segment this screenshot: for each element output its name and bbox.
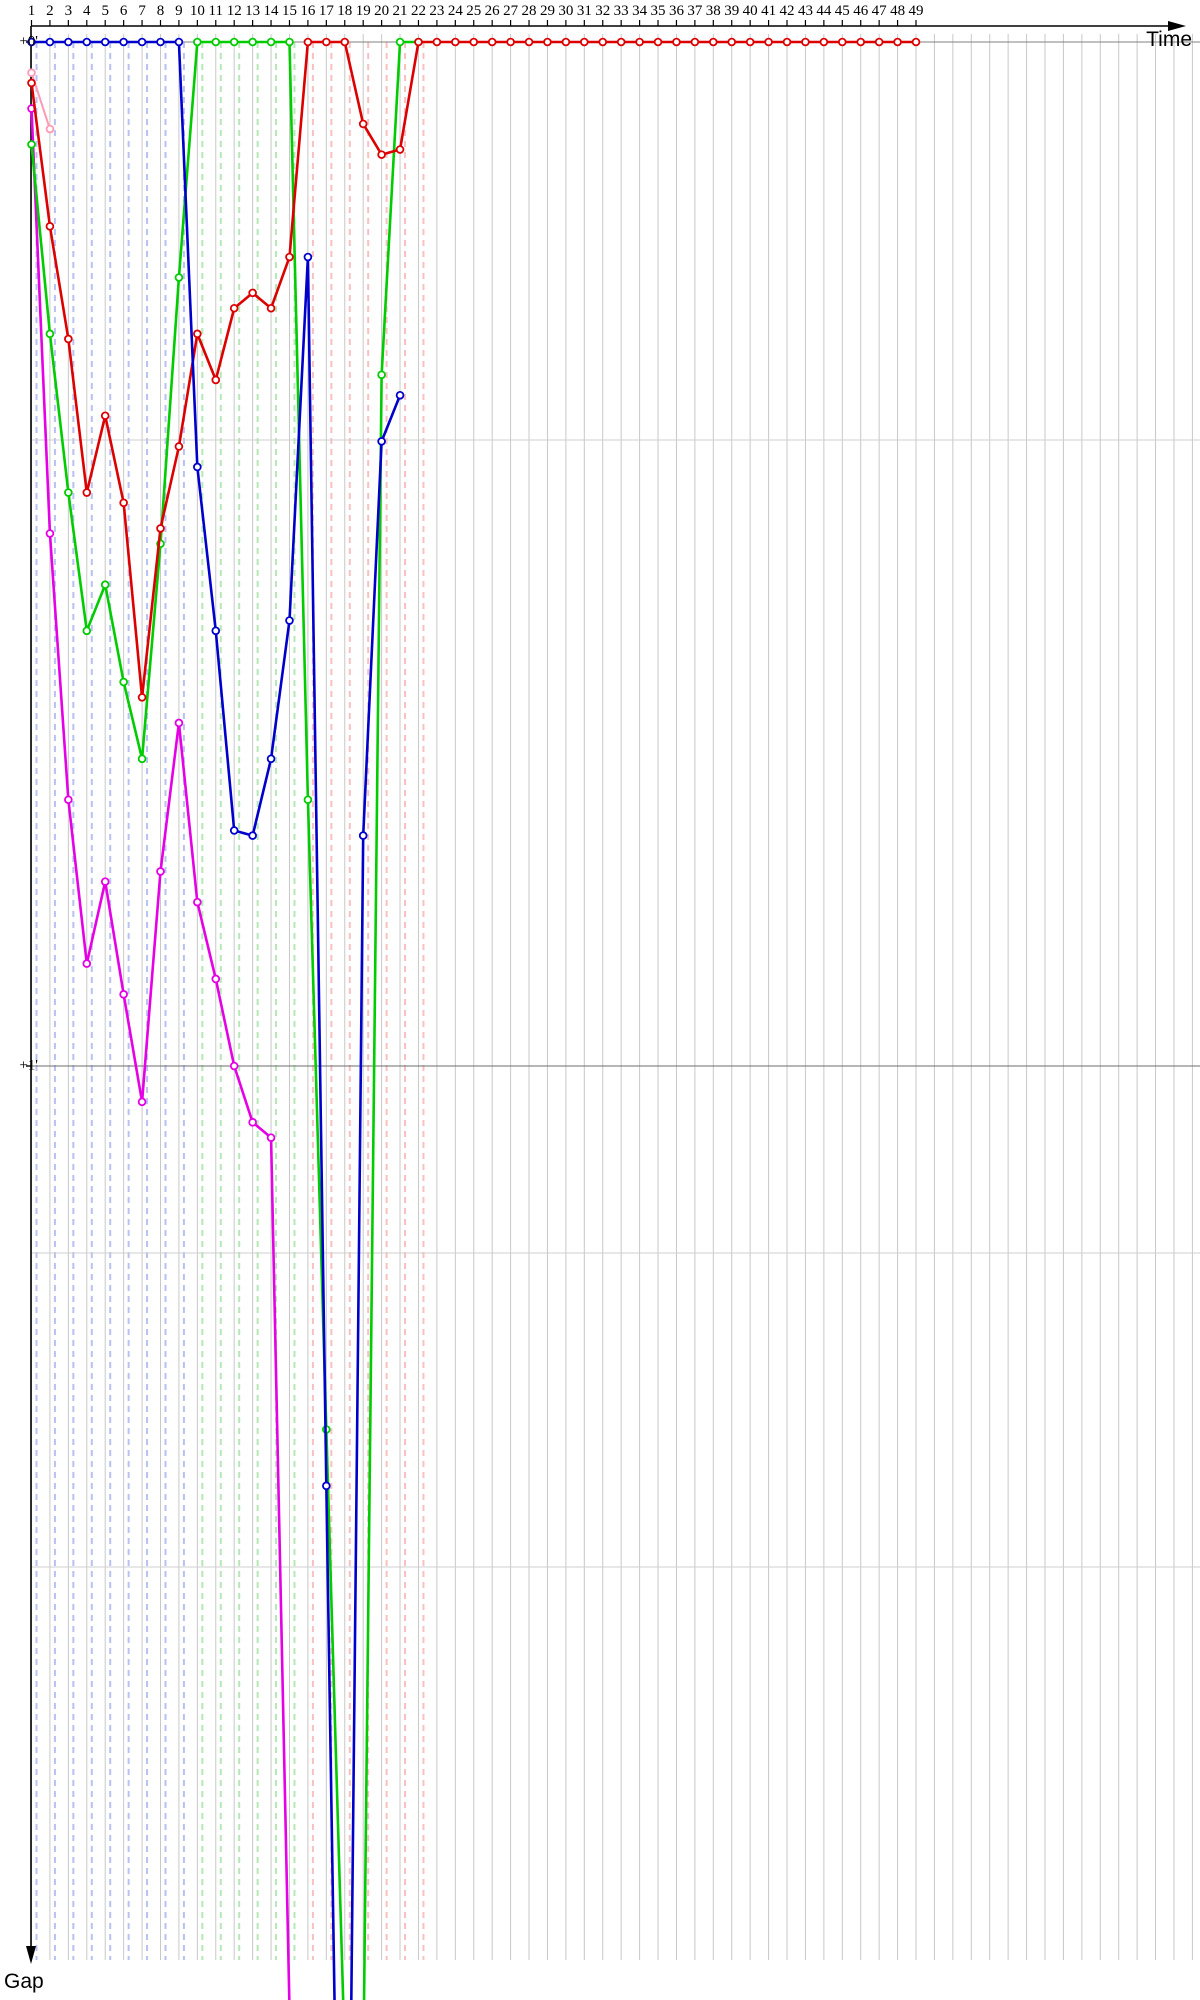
x-tick-label-4: 4 — [83, 3, 91, 19]
x-tick-label-47: 47 — [871, 3, 887, 19]
x-tick-label-10: 10 — [189, 3, 205, 19]
series-blue — [27, 37, 405, 2000]
vertical-gridlines — [31, 34, 1193, 1960]
x-axis-title: Time — [1146, 28, 1192, 51]
x-tick-label-40: 40 — [742, 3, 758, 19]
y-axis-title: Gap — [4, 1970, 44, 1993]
x-tick-label-7: 7 — [138, 3, 146, 19]
x-tick-label-31: 31 — [576, 3, 592, 19]
x-tick-label-45: 45 — [834, 3, 850, 19]
x-tick-label-42: 42 — [779, 3, 795, 19]
x-tick-label-39: 39 — [724, 3, 740, 19]
x-tick-label-49: 49 — [908, 3, 924, 19]
x-tick-label-5: 5 — [101, 3, 109, 19]
x-tick-label-24: 24 — [447, 3, 463, 19]
x-tick-label-33: 33 — [613, 3, 629, 19]
series-red — [27, 37, 921, 702]
x-tick-label-48: 48 — [890, 3, 906, 19]
x-tick-label-28: 28 — [521, 3, 537, 19]
x-tick-label-46: 46 — [853, 3, 869, 19]
x-tick-label-14: 14 — [263, 3, 279, 19]
x-tick-label-16: 16 — [300, 3, 316, 19]
x-tick-label-22: 22 — [410, 3, 426, 19]
x-tick-label-6: 6 — [119, 3, 128, 19]
horizontal-gridlines — [31, 41, 1200, 1568]
x-tick-label-37: 37 — [687, 3, 703, 19]
y-tick-label-one: +1' — [19, 1057, 38, 1074]
x-tick-label-12: 12 — [226, 3, 242, 19]
x-tick-label-35: 35 — [650, 3, 666, 19]
x-tick-label-9: 9 — [175, 3, 183, 19]
x-tick-label-43: 43 — [797, 3, 813, 19]
x-tick-label-11: 11 — [208, 3, 223, 19]
x-tick-label-20: 20 — [374, 3, 390, 19]
x-tick-label-30: 30 — [558, 3, 574, 19]
x-tick-label-17: 17 — [318, 3, 334, 19]
x-tick-label-8: 8 — [156, 3, 165, 19]
x-tick-label-36: 36 — [668, 3, 684, 19]
axis-lines — [26, 20, 1186, 1964]
x-tick-label-23: 23 — [429, 3, 445, 19]
x-tick-label-25: 25 — [466, 3, 482, 19]
x-tick-label-13: 13 — [245, 3, 261, 19]
x-tick-label-34: 34 — [632, 3, 648, 19]
data-series-group — [27, 37, 921, 2000]
x-tick-label-27: 27 — [503, 3, 519, 19]
x-tick-label-41: 41 — [761, 3, 777, 19]
x-tick-label-18: 18 — [337, 3, 353, 19]
series-magenta — [27, 104, 291, 2000]
x-tick-label-2: 2 — [46, 3, 54, 19]
x-tick-label-21: 21 — [392, 3, 408, 19]
x-tick-label-3: 3 — [64, 3, 73, 19]
x-tick-label-1: 1 — [27, 3, 36, 19]
x-tick-label-19: 19 — [355, 3, 371, 19]
y-tick-label-zero: +0' — [19, 33, 38, 50]
x-tick-label-29: 29 — [539, 3, 555, 19]
x-tick-label-15: 15 — [281, 3, 297, 19]
x-tick-label-32: 32 — [595, 3, 611, 19]
x-tick-label-38: 38 — [705, 3, 721, 19]
x-tick-label-44: 44 — [816, 3, 832, 19]
x-tick-label-26: 26 — [484, 3, 500, 19]
